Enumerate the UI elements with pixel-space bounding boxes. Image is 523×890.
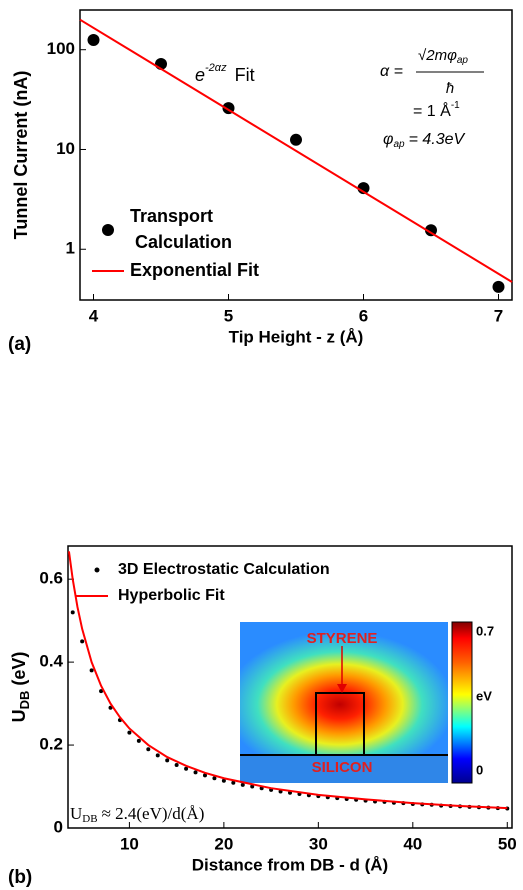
- data-point: [80, 639, 85, 644]
- data-point: [425, 224, 437, 237]
- y-tick-label: 0.6: [39, 569, 63, 588]
- y-tick-label: 0.2: [39, 735, 63, 754]
- x-tick-label: 5: [224, 306, 233, 325]
- text-part: DB: [82, 813, 97, 825]
- x-tick-label: 40: [403, 834, 422, 853]
- x-tick-label: 50: [498, 834, 517, 853]
- text-part: (eV): [9, 652, 29, 691]
- formula-lhs: α =: [380, 63, 403, 80]
- text-part: √2mφ: [418, 47, 457, 64]
- data-point: [165, 758, 170, 763]
- data-point: [290, 133, 302, 146]
- text-part: DB: [17, 691, 32, 710]
- formula-value: = 1 Å-1: [413, 100, 460, 121]
- text-part: -1: [451, 100, 460, 111]
- plot-frame: [79, 9, 513, 301]
- legend-label: 3D Electrostatic Calculation: [118, 561, 330, 578]
- molecule-box: [315, 692, 365, 756]
- data-point: [155, 753, 160, 758]
- y-tick-label: 100: [47, 39, 75, 58]
- silicon-label: SILICON: [312, 759, 373, 776]
- formula: UDB ≈ 2.4(eV)/d(Å): [70, 804, 204, 825]
- data-point: [184, 766, 189, 771]
- x-axis-label: Distance from DB - d (Å): [192, 855, 388, 874]
- y-axis-label: Tunnel Current (nA): [11, 71, 31, 240]
- formula-denominator: ħ: [446, 80, 454, 97]
- text-part: ap: [393, 139, 405, 150]
- data-point: [492, 280, 505, 293]
- text-part: φ: [383, 131, 393, 148]
- x-tick-label: 20: [214, 834, 233, 853]
- text-part: e: [195, 65, 205, 85]
- plot-frame: [67, 545, 513, 829]
- text-part: ap: [457, 55, 469, 66]
- fit-line: [67, 551, 508, 810]
- data-point: [127, 730, 132, 735]
- text-part: Fit: [235, 65, 255, 85]
- x-tick-label: 7: [494, 306, 503, 325]
- text-part: U: [70, 804, 82, 823]
- data-point: [193, 770, 198, 775]
- inset: STYRENE SILICON eV: [240, 621, 492, 784]
- text-part: U: [9, 709, 29, 722]
- data-point: [99, 689, 104, 694]
- x-tick-label: 4: [89, 306, 99, 325]
- data-point: [221, 778, 226, 783]
- panel-label: (b): [8, 867, 32, 888]
- y-tick-label: 0.4: [39, 652, 63, 671]
- y-tick-label: 1: [66, 239, 75, 258]
- y-tick-label: 0: [54, 817, 63, 836]
- legend-label: Hyperbolic Fit: [118, 587, 225, 604]
- formula-numerator: √2mφap: [418, 47, 468, 66]
- text-part: Tunnel Current (nA): [11, 71, 31, 240]
- x-tick-label: 10: [120, 834, 139, 853]
- text-part: = 4.3eV: [409, 131, 466, 148]
- panel-label: (a): [8, 334, 31, 355]
- styrene-label: STYRENE: [307, 630, 378, 647]
- data-point: [146, 747, 151, 752]
- legend-marker: [94, 567, 100, 573]
- inset-silicon: [240, 755, 448, 783]
- y-tick-label: 10: [56, 139, 75, 158]
- data-point: [174, 762, 179, 767]
- colorbar-label: eV: [476, 688, 492, 703]
- arrow-head: [337, 684, 347, 693]
- data-point: [212, 776, 217, 781]
- colorbar-tick-label: 0.7: [476, 623, 494, 638]
- legend-marker: [102, 224, 114, 236]
- data-point: [240, 782, 245, 787]
- data-point: [70, 610, 75, 615]
- data-point: [202, 773, 207, 778]
- x-tick-label: 30: [309, 834, 328, 853]
- colorbar: [451, 621, 473, 784]
- data-point: [89, 668, 94, 673]
- data-point: [87, 34, 100, 47]
- legend-label: Transport Calculation: [130, 206, 232, 252]
- x-axis-label: Tip Height - z (Å): [229, 327, 364, 346]
- data-point: [136, 738, 141, 743]
- legend-label: Exponential Fit: [130, 260, 259, 280]
- colorbar-tick-label: 0: [476, 762, 483, 777]
- text-part: ≈ 2.4(eV)/d(Å): [102, 804, 205, 823]
- fit-annotation: e-2αz Fit: [195, 62, 255, 85]
- x-tick-label: 6: [359, 306, 368, 325]
- fit-line: [79, 18, 513, 283]
- text-part: = 1 Å: [413, 101, 451, 120]
- phi-value: φap = 4.3eV: [383, 131, 465, 149]
- text-part: -2αz: [205, 62, 227, 74]
- data-point: [250, 784, 255, 789]
- data-point: [231, 780, 236, 785]
- y-axis-label: UDB (eV): [9, 652, 33, 723]
